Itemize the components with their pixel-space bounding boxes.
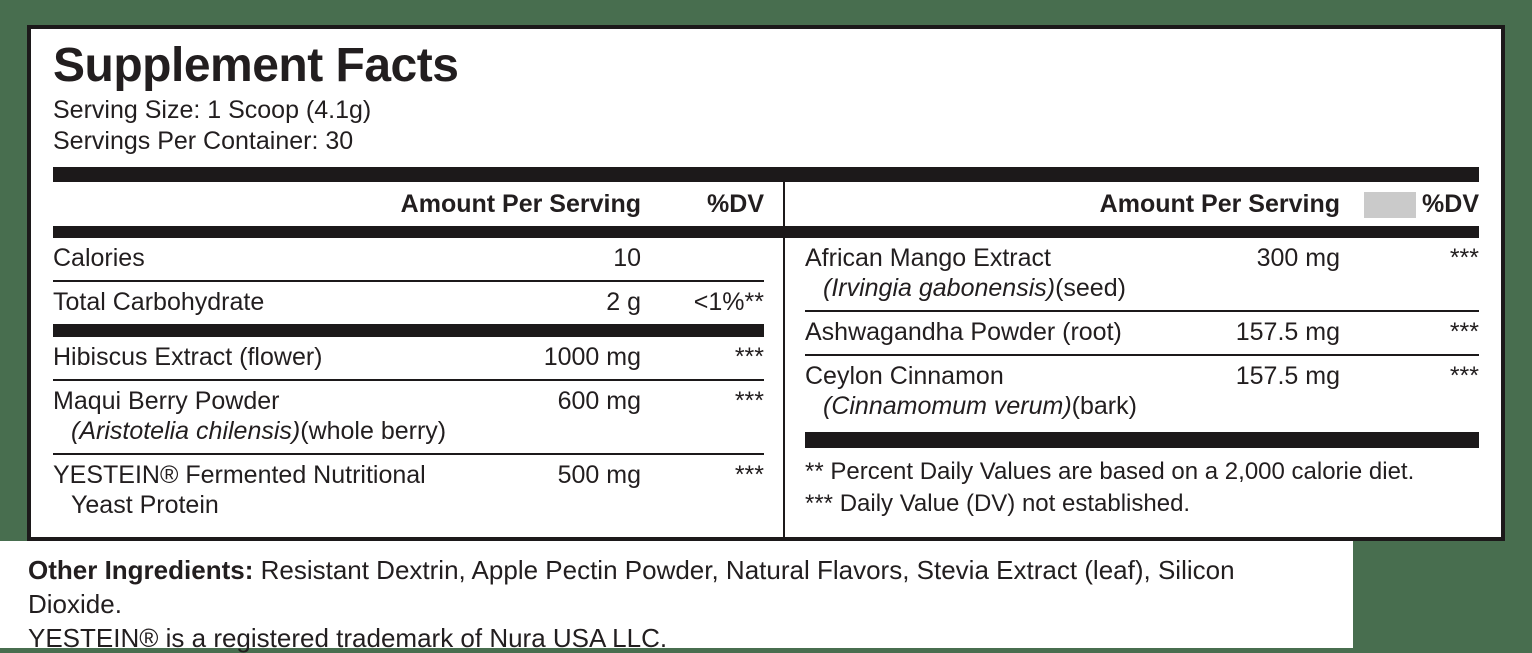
ingredient-columns: Calories 10 Total Carbohydrate 2 g <1%** Hibi… <box>53 238 1479 527</box>
ingredient-name: YESTEIN® Fermented Nutritional Yeast Prot… <box>53 460 481 520</box>
ingredient-row: YESTEIN® Fermented Nutritional Yeast Prot… <box>53 455 764 527</box>
thin-rule <box>805 310 1479 312</box>
ingredient-subname: (Cinnamomum verum)(bark) <box>823 392 1137 420</box>
facts-table: Amount Per Serving %DV Amount Per Servin… <box>31 167 1501 537</box>
ingredient-dv: *** <box>1449 318 1479 346</box>
ingredient-row: Calories 10 <box>53 238 764 280</box>
ingredient-amount: 600 mg <box>557 387 641 415</box>
panel-title: Supplement Facts <box>53 39 459 92</box>
ingredient-name: Calories <box>53 244 145 272</box>
ingredient-subname: (Aristotelia chilensis)(whole berry) <box>71 417 447 445</box>
ingredient-amount: 2 g <box>606 288 641 316</box>
servings-per-container-text: Servings Per Container: 30 <box>53 127 354 155</box>
supplement-facts-panel: Supplement Facts Serving Size: 1 Scoop (… <box>27 25 1505 541</box>
ingredient-dv: *** <box>1449 244 1479 272</box>
ingredient-name: Hibiscus Extract (flower) <box>53 343 323 371</box>
footnote-dv-not-established: *** Daily Value (DV) not established. <box>805 490 1191 517</box>
ingredient-amount: 157.5 mg <box>1235 362 1340 390</box>
footnotes: ** Percent Daily Values are based on a 2… <box>805 448 1479 520</box>
ingredient-row: Ashwagandha Powder (root) 157.5 mg *** <box>805 312 1479 354</box>
other-ingredients-label: Other Ingredients: <box>28 555 254 585</box>
ingredient-row: Maqui Berry Powder (Aristotelia chilensis… <box>53 381 764 453</box>
thin-rule <box>805 354 1479 356</box>
left-ingredient-list: Calories 10 Total Carbohydrate 2 g <1%** Hibi… <box>53 238 764 527</box>
column-headers: Amount Per Serving %DV Amount Per Servin… <box>53 182 1479 226</box>
serving-size-text: Serving Size: 1 Scoop (4.1g) <box>53 96 372 124</box>
other-ingredients-list: Resistant Dextrin, Apple Pectin Powder, … <box>28 555 1235 619</box>
left-amount-per-serving-label: Amount Per Serving <box>400 190 641 218</box>
gray-placeholder-box <box>1364 191 1417 218</box>
thick-rule <box>805 432 1479 448</box>
right-dv-label: %DV <box>1422 190 1479 218</box>
right-ingredient-list-wrap: African Mango Extract (Irvingia gabonensi… <box>805 238 1479 527</box>
ingredient-row: African Mango Extract (Irvingia gabonensi… <box>805 238 1479 310</box>
ingredient-row: Hibiscus Extract (flower) 1000 mg *** <box>53 337 764 379</box>
ingredient-amount: 157.5 mg <box>1235 318 1340 346</box>
ingredient-name: Ceylon Cinnamon (Cinnamomum verum)(bark) <box>805 361 1160 421</box>
thick-rule <box>53 324 764 337</box>
other-ingredients-line: Other Ingredients: Resistant Dextrin, Ap… <box>28 553 1333 621</box>
ingredient-subname: (Irvingia gabonensis)(seed) <box>823 274 1126 302</box>
left-dv-label: %DV <box>707 190 764 218</box>
ingredient-name: Maqui Berry Powder (Aristotelia chilensis… <box>53 386 481 446</box>
ingredient-dv: *** <box>734 461 764 489</box>
thick-rule-top <box>53 167 1479 182</box>
ingredient-row: Total Carbohydrate 2 g <1%** <box>53 282 764 324</box>
ingredient-amount: 500 mg <box>557 461 641 489</box>
ingredient-dv: *** <box>1449 362 1479 390</box>
thin-rule <box>53 280 764 282</box>
ingredient-amount: 300 mg <box>1256 244 1340 272</box>
right-amount-per-serving-label: Amount Per Serving <box>1099 190 1340 218</box>
ingredient-row: Ceylon Cinnamon (Cinnamomum verum)(bark) 1… <box>805 356 1479 428</box>
thin-rule <box>53 453 764 455</box>
thin-rule <box>53 379 764 381</box>
ingredient-dv: *** <box>734 387 764 415</box>
ingredient-name: Total Carbohydrate <box>53 288 265 316</box>
ingredient-name: African Mango Extract (Irvingia gabonensi… <box>805 243 1160 303</box>
footnote-daily-values: ** Percent Daily Values are based on a 2… <box>805 458 1415 485</box>
ingredient-subname: Yeast Protein <box>71 491 219 519</box>
ingredient-name: Ashwagandha Powder (root) <box>805 318 1122 346</box>
trademark-line: YESTEIN® is a registered trademark of Nu… <box>28 623 668 653</box>
ingredient-amount: 1000 mg <box>543 343 641 371</box>
left-column-header: Amount Per Serving %DV <box>53 182 764 226</box>
panel-header: Supplement Facts Serving Size: 1 Scoop (… <box>31 29 1501 157</box>
footer-text-area: Other Ingredients: Resistant Dextrin, Ap… <box>0 541 1353 653</box>
right-column-header: Amount Per Serving %DV <box>805 182 1479 226</box>
ingredient-amount: 10 <box>613 244 641 272</box>
column-divider-rule <box>783 182 785 537</box>
right-ingredient-list: African Mango Extract (Irvingia gabonensi… <box>805 238 1479 448</box>
ingredient-dv: *** <box>734 343 764 371</box>
thick-rule-header <box>53 226 1479 238</box>
ingredient-dv: <1%** <box>693 288 764 316</box>
